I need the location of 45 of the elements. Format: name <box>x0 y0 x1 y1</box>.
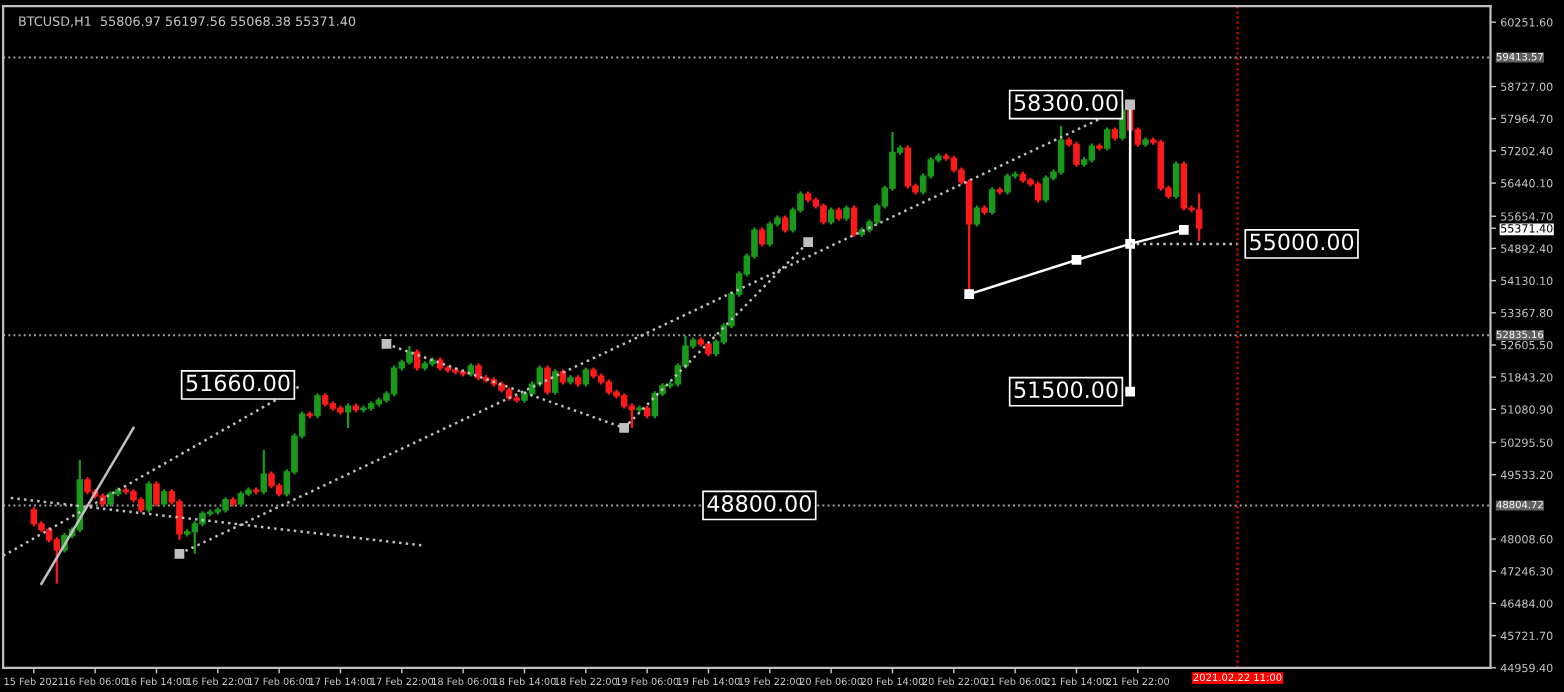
point <box>964 289 975 299</box>
candlestick <box>153 480 160 508</box>
candlestick <box>1004 172 1011 196</box>
candlestick <box>1172 160 1180 200</box>
point <box>1178 225 1189 235</box>
candlestick <box>314 392 321 420</box>
point <box>803 237 814 248</box>
candlestick <box>904 144 912 190</box>
candlestick <box>1195 192 1203 243</box>
candlestick <box>1180 160 1188 212</box>
candlestick <box>1103 126 1111 152</box>
candlestick <box>413 348 421 372</box>
candlestick <box>344 402 352 430</box>
point <box>619 423 629 433</box>
annotation: 51660.00 <box>186 374 290 392</box>
candlestick <box>988 186 996 216</box>
annotation: 51500.00 <box>1014 381 1118 399</box>
candlestick <box>582 366 590 388</box>
candlestick <box>544 364 551 396</box>
candlestick <box>406 344 413 366</box>
candlestick <box>30 506 38 528</box>
candlestick <box>1042 174 1050 204</box>
point <box>174 548 185 559</box>
candlestick <box>850 204 858 238</box>
candlestick <box>820 202 827 226</box>
annotation: 55000.00 <box>1250 233 1354 251</box>
candlestick <box>1073 140 1080 168</box>
candlestick <box>1157 138 1165 192</box>
candlestick <box>145 480 153 514</box>
point <box>1071 255 1082 265</box>
point <box>381 339 392 349</box>
candlestick <box>758 226 766 248</box>
candlestick <box>766 220 774 248</box>
candlestick <box>390 364 398 398</box>
candlestick <box>1057 125 1065 176</box>
candlestick <box>1088 142 1096 164</box>
annotation: 58300.00 <box>1014 94 1118 112</box>
annotation: 48800.00 <box>707 495 811 512</box>
candlestick <box>260 448 268 496</box>
candlestick <box>1034 180 1042 204</box>
candlestick <box>551 368 559 396</box>
candlestick <box>536 364 544 388</box>
point <box>1125 386 1136 397</box>
candlestick <box>973 204 981 228</box>
candlestick <box>651 390 659 420</box>
